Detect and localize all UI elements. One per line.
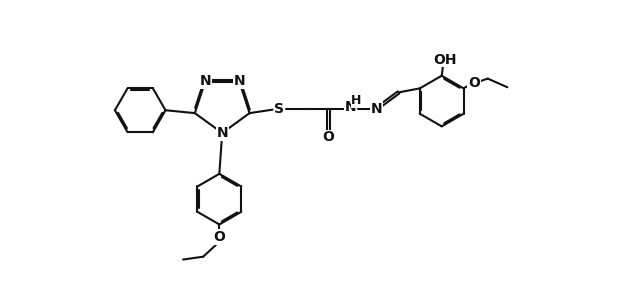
Text: OH: OH (433, 53, 456, 67)
Text: N: N (234, 74, 245, 88)
Text: N: N (216, 126, 228, 140)
Text: N: N (344, 100, 356, 114)
Text: O: O (213, 230, 225, 244)
Text: O: O (468, 76, 480, 90)
Text: O: O (323, 130, 334, 144)
Text: N: N (200, 74, 211, 88)
Text: N: N (371, 101, 383, 116)
Text: S: S (275, 101, 284, 116)
Text: H: H (351, 94, 362, 107)
